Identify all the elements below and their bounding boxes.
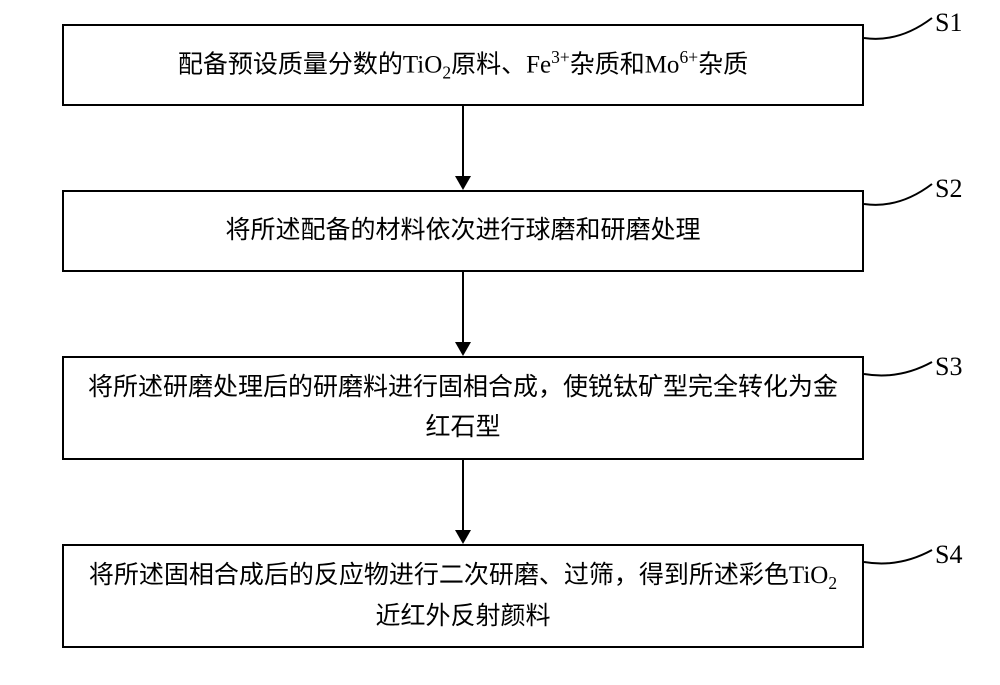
step-box-s4: 将所述固相合成后的反应物进行二次研磨、过筛，得到所述彩色TiO2近红外反射颜料 xyxy=(62,544,864,648)
step-box-s3: 将所述研磨处理后的研磨料进行固相合成，使锐钛矿型完全转化为金红石型 xyxy=(62,356,864,460)
step-text-s3: 将所述研磨处理后的研磨料进行固相合成，使锐钛矿型完全转化为金红石型 xyxy=(84,368,842,448)
arrow-1 xyxy=(455,176,471,190)
curve-s1 xyxy=(864,8,934,48)
curve-s2 xyxy=(864,174,934,214)
step-text-s1: 配备预设质量分数的TiO2原料、Fe3+杂质和Mo6+杂质 xyxy=(178,43,748,86)
curve-s4 xyxy=(864,540,934,580)
step-box-s1: 配备预设质量分数的TiO2原料、Fe3+杂质和Mo6+杂质 xyxy=(62,24,864,106)
arrow-3 xyxy=(455,530,471,544)
step-label-s2: S2 xyxy=(935,174,962,204)
step-label-s1: S1 xyxy=(935,8,962,38)
step-label-s4: S4 xyxy=(935,540,962,570)
curve-s3 xyxy=(864,352,934,392)
connector-1 xyxy=(462,106,464,176)
connector-2 xyxy=(462,272,464,342)
step-text-s2: 将所述配备的材料依次进行球磨和研磨处理 xyxy=(225,211,700,251)
step-label-s3: S3 xyxy=(935,352,962,382)
step-text-s4: 将所述固相合成后的反应物进行二次研磨、过筛，得到所述彩色TiO2近红外反射颜料 xyxy=(84,556,842,637)
flowchart-container: 配备预设质量分数的TiO2原料、Fe3+杂质和Mo6+杂质 S1 将所述配备的材… xyxy=(0,0,1000,685)
connector-3 xyxy=(462,460,464,530)
arrow-2 xyxy=(455,342,471,356)
step-box-s2: 将所述配备的材料依次进行球磨和研磨处理 xyxy=(62,190,864,272)
